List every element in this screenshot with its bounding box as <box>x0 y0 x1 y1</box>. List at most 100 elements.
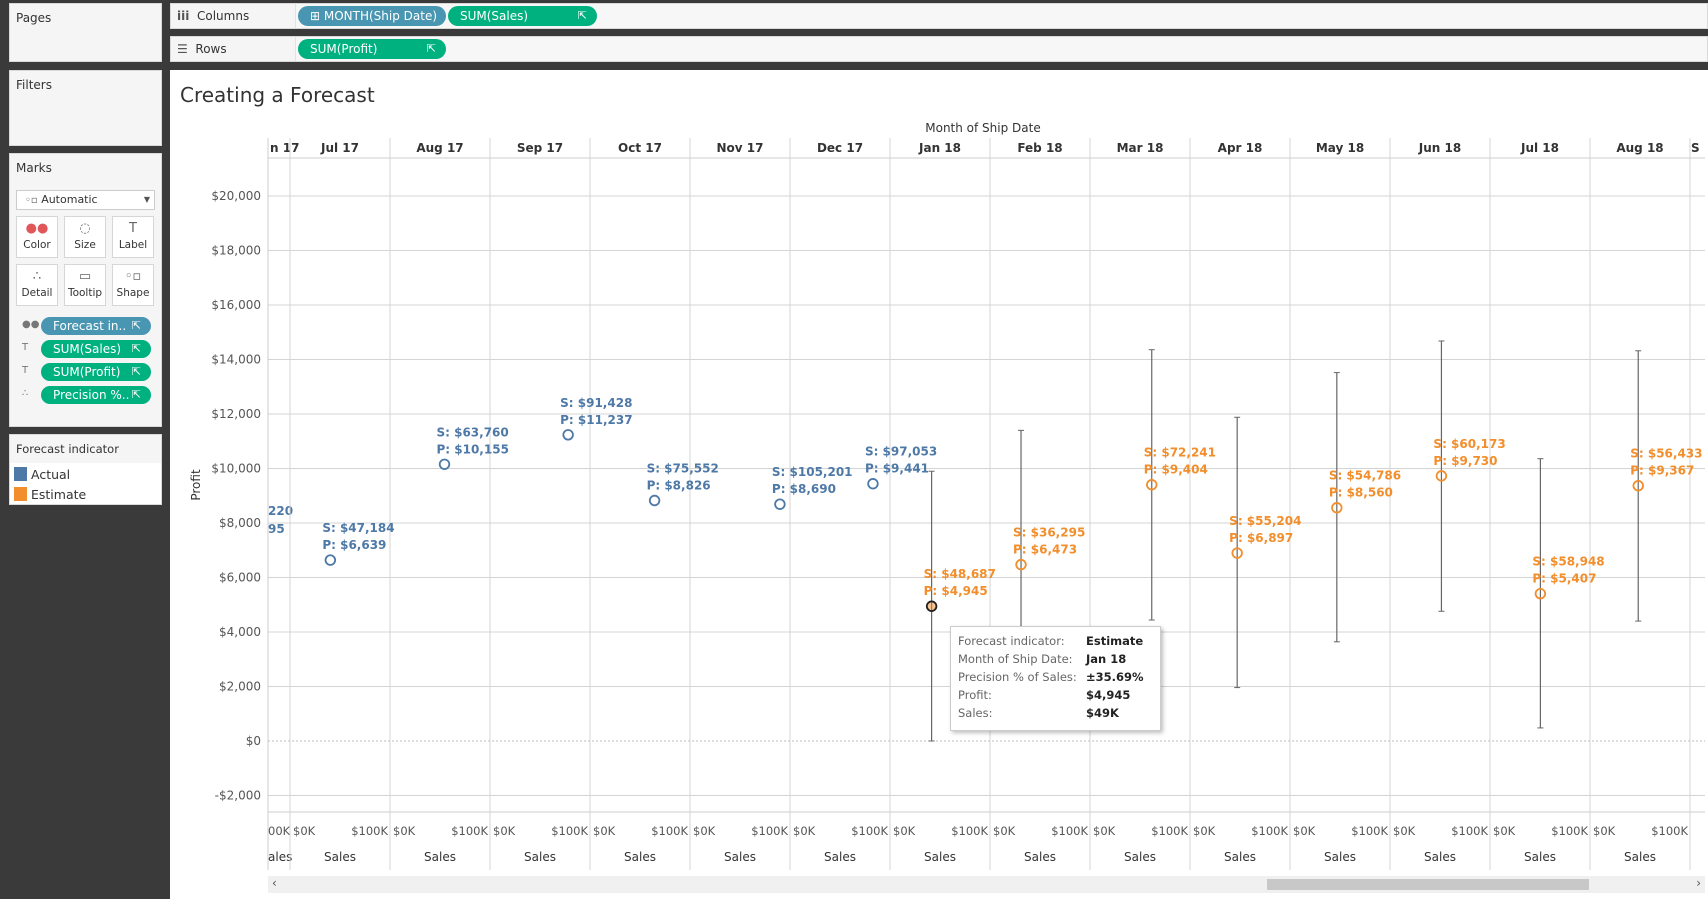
x-tick-label: $0K <box>693 824 716 838</box>
y-tick-label: $2,000 <box>219 680 261 694</box>
mark-type-dropdown[interactable]: ◦▫ Automatic ▼ <box>16 190 155 210</box>
x-axis-title-partial: ales <box>268 850 292 864</box>
data-label-sales: S: $56,433 <box>1630 447 1702 461</box>
marks-pill[interactable]: SUM(Profit) ⇱ <box>41 363 151 381</box>
pill-sum-profit[interactable]: SUM(Profit) ⇱ <box>298 39 446 59</box>
pages-title: Pages <box>16 11 52 25</box>
tooltip-row: Profit: $4,945 <box>958 688 1153 706</box>
scroll-right-icon[interactable]: › <box>1696 876 1701 890</box>
legend-item-actual[interactable]: Actual <box>14 467 70 485</box>
continuous-icon: ⇱ <box>131 319 141 332</box>
x-tick-label: $0K <box>1593 824 1616 838</box>
continuous-icon: ⇱ <box>577 9 587 22</box>
y-axis-title: Profit <box>189 469 203 501</box>
legend-swatch <box>14 467 27 481</box>
data-point <box>925 600 938 612</box>
month-header: Nov 17 <box>717 141 764 155</box>
chevron-down-icon: ▼ <box>143 195 150 204</box>
tooltip-row: Precision % of Sales: ±35.69% <box>958 670 1153 688</box>
pill-label: SUM(Profit) <box>310 42 378 56</box>
scrollbar-thumb[interactable] <box>1267 879 1589 890</box>
data-label-partial: 220 <box>268 504 293 518</box>
continuous-icon: ⇱ <box>131 342 141 355</box>
data-point <box>1146 479 1158 491</box>
x-tick-label: $100K <box>1051 824 1088 838</box>
month-header: Aug 17 <box>416 141 463 155</box>
x-tick-label: $0K <box>1093 824 1116 838</box>
horizontal-scrollbar[interactable]: ‹ › <box>268 876 1705 893</box>
month-header: Jul 17 <box>320 141 359 155</box>
detail-button[interactable]: ∴ Detail <box>16 264 58 306</box>
month-header: Dec 17 <box>817 141 863 155</box>
x-tick-label: $0K <box>1493 824 1516 838</box>
x-tick-label: $100K <box>1451 824 1488 838</box>
x-tick-label: $100K <box>651 824 688 838</box>
button-label: Color <box>23 239 51 251</box>
x-tick-label: $0K <box>1193 824 1216 838</box>
x-axis-title: Sales <box>1024 850 1056 864</box>
tooltip-key: Profit: <box>958 688 992 702</box>
data-label-profit: P: $9,441 <box>865 462 929 476</box>
label-button[interactable]: T Label <box>112 216 154 258</box>
marks-pill[interactable]: Forecast in.. ⇱ <box>41 317 151 335</box>
chart-title: Creating a Forecast <box>180 83 375 107</box>
data-point <box>1231 547 1243 559</box>
x-tick-label: $0K <box>293 824 316 838</box>
data-label-profit: P: $9,367 <box>1630 464 1694 478</box>
legend-title: Forecast indicator <box>16 442 119 456</box>
expand-icon: ⊞ <box>310 9 324 23</box>
pill-label: Precision %.. <box>53 388 130 402</box>
x-tick-label: $100K <box>1151 824 1188 838</box>
data-label-sales: S: $36,295 <box>1013 526 1085 540</box>
size-icon: ◌ <box>79 221 91 236</box>
x-axis-title: Sales <box>1424 850 1456 864</box>
pages-shelf[interactable]: Pages <box>9 3 162 62</box>
tooltip-row: Forecast indicator: Estimate <box>958 634 1153 652</box>
scroll-left-icon[interactable]: ‹ <box>272 876 277 890</box>
x-tick-label: $100K <box>351 824 388 838</box>
columns-label: iii Columns <box>177 9 249 23</box>
columns-icon: iii <box>177 9 190 23</box>
continuous-icon: ⇱ <box>131 388 141 401</box>
color-icon: ●● <box>22 319 40 330</box>
x-axis-title: Sales <box>324 850 356 864</box>
color-button[interactable]: ●● Color <box>16 216 58 258</box>
pill-sum-sales[interactable]: SUM(Sales) ⇱ <box>448 6 597 26</box>
mark-type-value: Automatic <box>41 193 98 206</box>
columns-shelf[interactable]: iii Columns ⊞ MONTH(Ship Date) SUM(Sales… <box>170 3 1708 29</box>
tooltip-icon: ▭ <box>78 269 92 284</box>
data-label-sales: S: $97,053 <box>865 445 937 459</box>
data-label-sales: S: $55,204 <box>1229 514 1301 528</box>
shape-button[interactable]: ◦▫ Shape <box>112 264 154 306</box>
legend-label: Actual <box>30 467 71 482</box>
month-header-partial: S <box>1691 141 1700 155</box>
data-point <box>648 494 661 507</box>
pill-label: Forecast in.. <box>53 319 127 333</box>
y-tick-label: $10,000 <box>211 462 261 476</box>
data-label-profit: P: $4,945 <box>924 584 988 598</box>
size-button[interactable]: ◌ Size <box>64 216 106 258</box>
x-axis-title: Sales <box>1224 850 1256 864</box>
filters-shelf[interactable]: Filters <box>9 70 162 146</box>
rows-text: Rows <box>195 42 227 56</box>
continuous-icon: ⇱ <box>131 365 141 378</box>
y-tick-label: $16,000 <box>211 298 261 312</box>
y-tick-label: -$2,000 <box>215 789 261 803</box>
data-label-partial: 95 <box>268 522 285 536</box>
data-label-profit: P: $8,690 <box>772 482 836 496</box>
marks-pill[interactable]: Precision %.. ⇱ <box>41 386 151 404</box>
shape-icon: ◦▫ <box>124 269 142 284</box>
data-point <box>1015 558 1027 571</box>
legend-item-estimate[interactable]: Estimate <box>14 487 86 505</box>
data-label-sales: S: $72,241 <box>1144 446 1216 460</box>
rows-shelf[interactable]: ☰ Rows SUM(Profit) ⇱ <box>170 36 1708 62</box>
pill-month-ship-date[interactable]: ⊞ MONTH(Ship Date) <box>298 6 446 26</box>
x-tick-label: $0K <box>393 824 416 838</box>
rows-label: ☰ Rows <box>177 42 227 56</box>
columns-text: Columns <box>196 9 250 23</box>
marks-pill[interactable]: SUM(Sales) ⇱ <box>41 340 151 358</box>
data-label-profit: P: $5,407 <box>1532 572 1596 586</box>
tooltip-value: $49K <box>1086 706 1119 720</box>
data-label-sales: S: $105,201 <box>772 465 853 479</box>
tooltip-button[interactable]: ▭ Tooltip <box>64 264 106 306</box>
